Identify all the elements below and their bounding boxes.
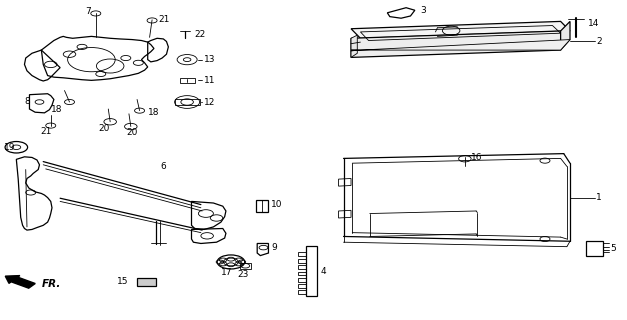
Text: 14: 14	[587, 19, 599, 28]
Text: 15: 15	[117, 277, 129, 286]
Text: 20: 20	[98, 124, 110, 132]
Text: 20: 20	[127, 128, 138, 137]
Polygon shape	[351, 31, 561, 57]
Text: 7: 7	[85, 7, 91, 16]
Text: FR.: FR.	[41, 279, 61, 289]
Polygon shape	[351, 40, 570, 50]
Text: 4: 4	[321, 267, 327, 276]
Text: 9: 9	[271, 243, 277, 252]
Text: 17: 17	[221, 268, 233, 277]
Text: 2: 2	[596, 37, 602, 46]
Text: 11: 11	[204, 76, 216, 85]
Text: 23: 23	[238, 269, 249, 279]
Text: 6: 6	[161, 162, 166, 171]
Polygon shape	[561, 21, 570, 50]
Polygon shape	[351, 35, 357, 57]
Text: 12: 12	[204, 98, 216, 107]
Text: 1: 1	[596, 193, 602, 202]
Text: 18: 18	[148, 108, 159, 117]
Polygon shape	[351, 21, 570, 38]
Text: 22: 22	[194, 30, 206, 39]
Text: 21: 21	[40, 127, 51, 136]
FancyArrow shape	[5, 276, 35, 288]
Text: 16: 16	[471, 153, 483, 162]
Text: 18: 18	[51, 105, 62, 114]
Text: 8: 8	[24, 97, 30, 106]
Text: 13: 13	[204, 55, 216, 64]
Text: 5: 5	[611, 244, 616, 253]
Polygon shape	[137, 278, 156, 286]
Text: 19: 19	[4, 143, 15, 152]
Text: 10: 10	[271, 200, 282, 209]
Text: 21: 21	[159, 15, 170, 24]
Text: 3: 3	[420, 6, 426, 15]
